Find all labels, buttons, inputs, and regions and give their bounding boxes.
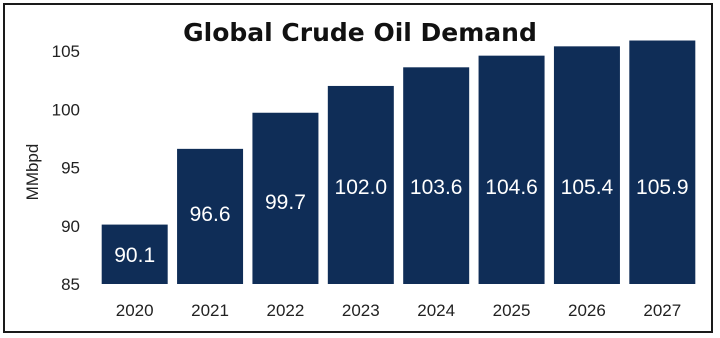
data-label-2022: 99.7 [265,191,306,214]
bar-2025 [478,55,545,284]
data-label-2020: 90.1 [114,244,155,267]
data-label-2023: 102.0 [335,176,388,199]
y-tick-label: 90 [61,217,80,236]
data-label-2027: 105.9 [636,176,689,199]
bar-2027 [629,40,696,284]
bar-2023 [327,85,394,284]
y-tick-label: 85 [61,275,80,294]
x-tick-label: 2027 [643,301,681,320]
chart-title: Global Crude Oil Demand [183,18,537,47]
y-tick-label: 105 [52,42,80,61]
bar-2022 [252,112,319,285]
x-tick-label: 2020 [116,301,154,320]
data-label-2024: 103.6 [410,176,463,199]
y-tick-label: 95 [61,159,80,178]
data-label-2026: 105.4 [561,176,614,199]
x-tick-label: 2022 [267,301,305,320]
bar-2026 [553,46,620,285]
x-tick-label: 2026 [568,301,606,320]
bar-2024 [403,67,470,284]
data-label-2021: 96.6 [190,203,231,226]
y-tick-label: 100 [52,100,80,119]
y-axis-label: MMbpd [23,144,42,201]
x-tick-label: 2025 [493,301,531,320]
x-tick-label: 2021 [191,301,229,320]
x-tick-label: 2023 [342,301,380,320]
data-label-2025: 104.6 [485,176,538,199]
bar-2020 [101,224,168,284]
x-tick-label: 2024 [417,301,455,320]
bar-2021 [177,148,244,284]
